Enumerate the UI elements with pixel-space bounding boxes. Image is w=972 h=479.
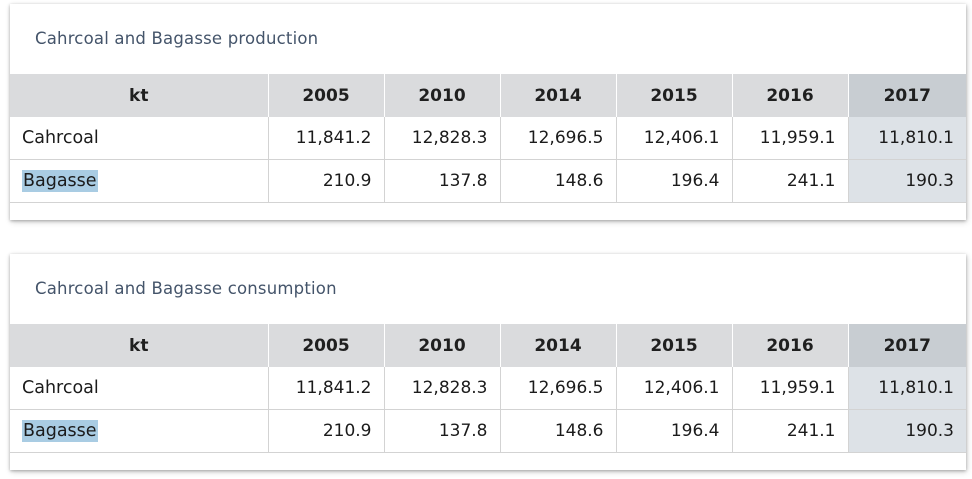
table-cell: 11,810.1 xyxy=(848,117,966,160)
table-cell: 137.8 xyxy=(384,159,501,203)
selected-text[interactable]: Bagasse xyxy=(22,170,98,192)
production-table: kt 2005 2010 2014 2015 2016 2017 Cahrcoa… xyxy=(10,74,966,203)
consumption-table: kt 2005 2010 2014 2015 2016 2017 Cahrcoa… xyxy=(10,324,966,453)
table-cell: 11,841.2 xyxy=(268,117,385,160)
table-cell: 196.4 xyxy=(616,159,733,203)
year-header-2005: 2005 xyxy=(268,74,385,117)
table-cell: 12,696.5 xyxy=(500,117,617,160)
unit-header: kt xyxy=(10,74,269,117)
table-cell: 12,406.1 xyxy=(616,367,733,410)
table-cell: 241.1 xyxy=(732,159,849,203)
row-label-bagasse[interactable]: Bagasse xyxy=(10,409,269,453)
table-cell: 12,406.1 xyxy=(616,117,733,160)
table-cell: 137.8 xyxy=(384,409,501,453)
table-cell: 196.4 xyxy=(616,409,733,453)
table-cell: 11,841.2 xyxy=(268,367,385,410)
production-table-title: Cahrcoal and Bagasse production xyxy=(35,29,319,48)
table-row: Bagasse 210.9 137.8 148.6 196.4 241.1 19… xyxy=(10,409,966,453)
table-row: Cahrcoal 11,841.2 12,828.3 12,696.5 12,4… xyxy=(10,117,966,160)
row-label-cahrcoal: Cahrcoal xyxy=(10,367,269,410)
consumption-table-card: Cahrcoal and Bagasse consumption kt 2005… xyxy=(10,254,966,470)
year-header-2010: 2010 xyxy=(384,324,501,367)
unit-header: kt xyxy=(10,324,269,367)
production-table-card: Cahrcoal and Bagasse production kt 2005 … xyxy=(10,4,966,220)
table-cell: 241.1 xyxy=(732,409,849,453)
year-header-2014: 2014 xyxy=(500,74,617,117)
table-row: Bagasse 210.9 137.8 148.6 196.4 241.1 19… xyxy=(10,159,966,203)
table-cell: 12,828.3 xyxy=(384,367,501,410)
row-label-cahrcoal: Cahrcoal xyxy=(10,117,269,160)
year-header-2014: 2014 xyxy=(500,324,617,367)
header-row: kt 2005 2010 2014 2015 2016 2017 xyxy=(10,324,966,367)
table-cell: 148.6 xyxy=(500,159,617,203)
year-header-2016: 2016 xyxy=(732,74,849,117)
table-cell: 148.6 xyxy=(500,409,617,453)
header-row: kt 2005 2010 2014 2015 2016 2017 xyxy=(10,74,966,117)
consumption-table-title: Cahrcoal and Bagasse consumption xyxy=(35,279,337,298)
selected-text[interactable]: Bagasse xyxy=(22,420,98,442)
table-cell: 190.3 xyxy=(848,409,966,453)
table-cell: 11,810.1 xyxy=(848,367,966,410)
year-header-2017: 2017 xyxy=(848,324,966,367)
table-cell: 210.9 xyxy=(268,159,385,203)
table-cell: 12,828.3 xyxy=(384,117,501,160)
year-header-2015: 2015 xyxy=(616,324,733,367)
table-cell: 12,696.5 xyxy=(500,367,617,410)
year-header-2015: 2015 xyxy=(616,74,733,117)
table-cell: 210.9 xyxy=(268,409,385,453)
table-cell: 190.3 xyxy=(848,159,966,203)
row-label-bagasse[interactable]: Bagasse xyxy=(10,159,269,203)
year-header-2016: 2016 xyxy=(732,324,849,367)
table-row: Cahrcoal 11,841.2 12,828.3 12,696.5 12,4… xyxy=(10,367,966,410)
table-cell: 11,959.1 xyxy=(732,367,849,410)
year-header-2010: 2010 xyxy=(384,74,501,117)
year-header-2005: 2005 xyxy=(268,324,385,367)
table-cell: 11,959.1 xyxy=(732,117,849,160)
year-header-2017: 2017 xyxy=(848,74,966,117)
